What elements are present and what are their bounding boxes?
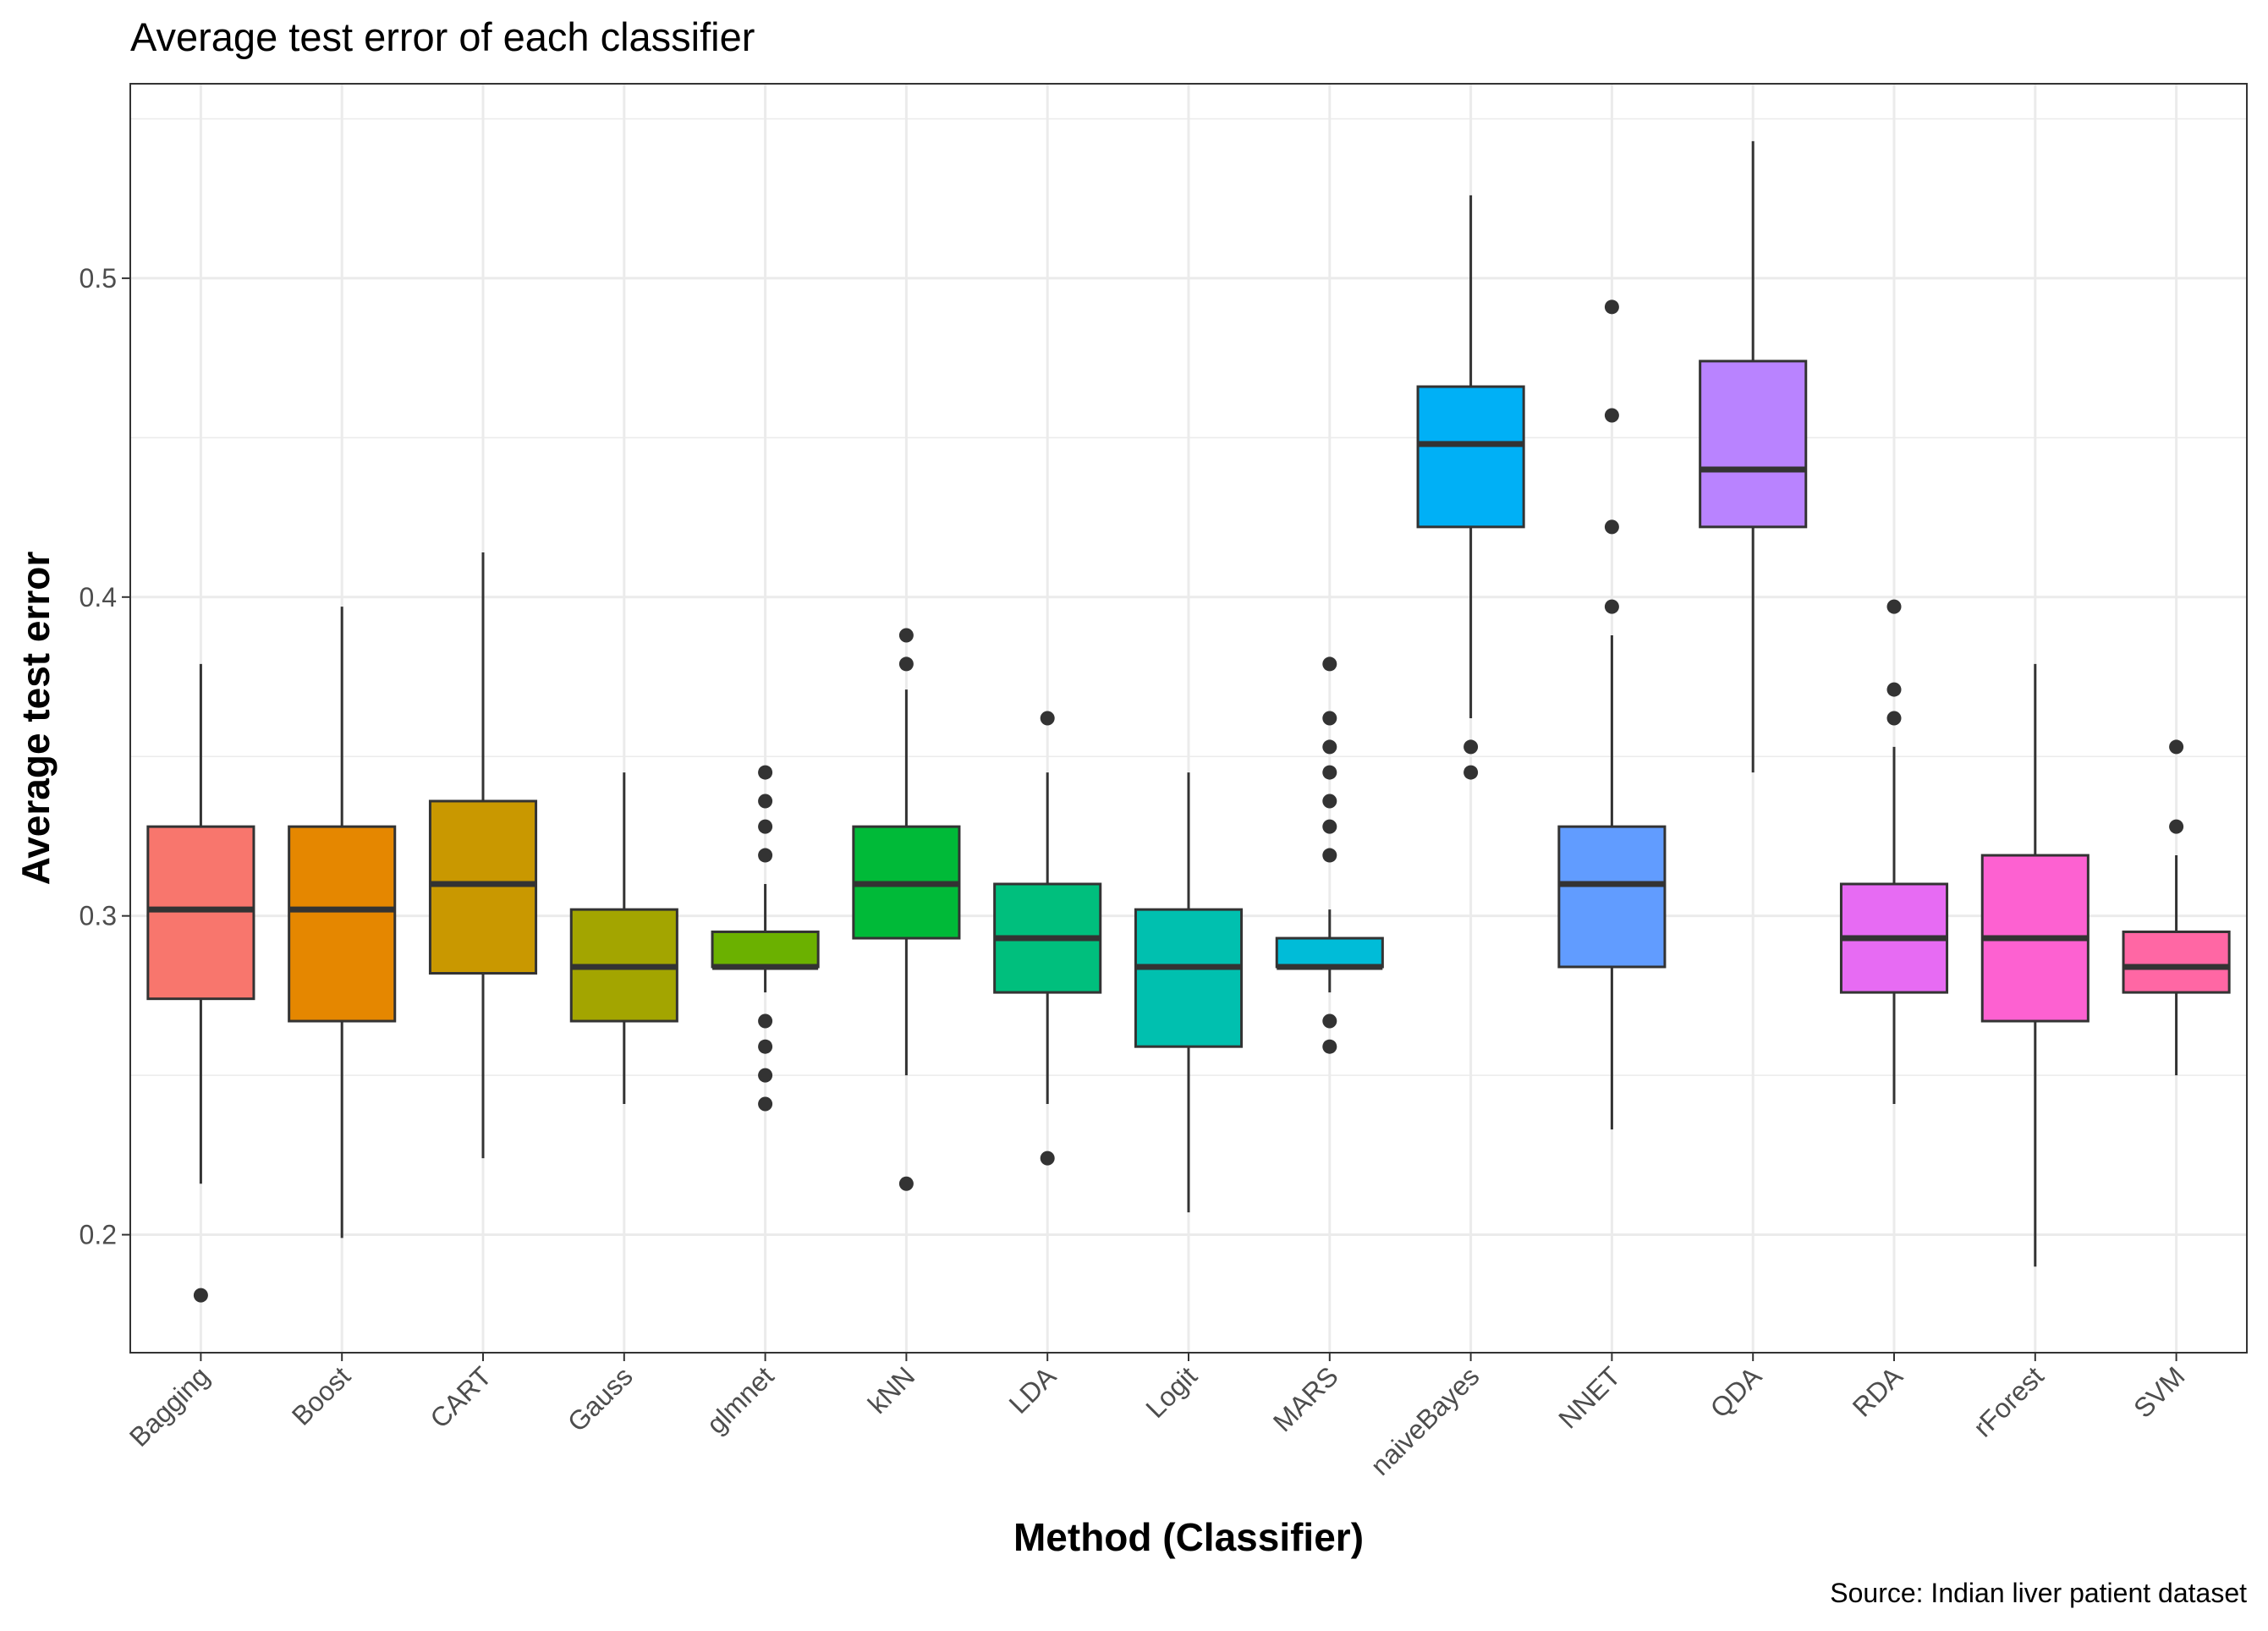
box-RDA bbox=[1839, 599, 1949, 1105]
x-tick-label: NNET bbox=[1552, 1360, 1626, 1434]
box-iqr bbox=[146, 825, 255, 1001]
x-axis-title: Method (Classifier) bbox=[1013, 1515, 1364, 1559]
outlier-point bbox=[1886, 682, 1902, 697]
box-Gauss bbox=[569, 772, 678, 1105]
outlier-point bbox=[1604, 299, 1619, 315]
outlier-point bbox=[898, 656, 914, 672]
box-Bagging bbox=[146, 663, 255, 1303]
box-LDA bbox=[993, 711, 1102, 1166]
x-tick-label: Boost bbox=[286, 1360, 356, 1431]
outlier-point bbox=[1463, 739, 1479, 755]
x-tick-label: naiveBayes bbox=[1365, 1360, 1485, 1480]
outlier-point bbox=[1886, 599, 1902, 614]
outlier-point bbox=[1463, 765, 1479, 780]
chart-caption: Source: Indian liver patient dataset bbox=[1830, 1578, 2247, 1608]
box-iqr bbox=[288, 825, 397, 1023]
x-tick-label: CART bbox=[424, 1360, 497, 1434]
x-tick-label: Gauss bbox=[562, 1360, 639, 1437]
box-iqr bbox=[711, 931, 820, 969]
box-QDA bbox=[1699, 140, 1808, 773]
box-rForest bbox=[1980, 663, 2090, 1267]
box-iqr bbox=[428, 799, 538, 975]
box-SVM bbox=[2122, 739, 2231, 1076]
y-tick-label: 0.2 bbox=[80, 1220, 117, 1250]
outlier-point bbox=[193, 1288, 208, 1303]
x-tick-label: Bagging bbox=[124, 1360, 215, 1452]
outlier-point bbox=[758, 819, 773, 834]
outlier-point bbox=[1040, 711, 1055, 726]
box-naiveBayes bbox=[1416, 195, 1525, 780]
x-tick-label: QDA bbox=[1705, 1360, 1768, 1424]
outlier-point bbox=[898, 1176, 914, 1191]
outlier-point bbox=[2169, 819, 2184, 834]
outlier-point bbox=[1322, 848, 1337, 863]
x-tick-label: rForest bbox=[1968, 1360, 2050, 1442]
outlier-point bbox=[758, 1068, 773, 1083]
outlier-point bbox=[758, 794, 773, 809]
box-iqr bbox=[2122, 931, 2231, 994]
outlier-point bbox=[1322, 765, 1337, 780]
box-iqr bbox=[1699, 360, 1808, 529]
outlier-point bbox=[2169, 739, 2184, 755]
y-tick-label: 0.5 bbox=[80, 263, 117, 294]
outlier-point bbox=[1604, 519, 1619, 535]
box-Boost bbox=[288, 607, 397, 1238]
outlier-point bbox=[758, 1013, 773, 1029]
box-iqr bbox=[1275, 936, 1384, 969]
outlier-point bbox=[1322, 656, 1337, 672]
box-CART bbox=[428, 552, 538, 1159]
y-tick-label: 0.4 bbox=[80, 582, 117, 612]
x-axis: Bagging Boost CART Gauss glmnet kNN LDA Logit MA… bbox=[124, 1353, 2191, 1481]
outlier-point bbox=[758, 765, 773, 780]
y-axis: 0.2 0.3 0.4 0.5 bbox=[80, 263, 130, 1250]
box-kNN bbox=[852, 628, 961, 1191]
x-tick-label: RDA bbox=[1847, 1360, 1909, 1423]
outlier-point bbox=[1604, 408, 1619, 423]
x-tick-label: MARS bbox=[1267, 1360, 1344, 1437]
outlier-point bbox=[758, 1039, 773, 1054]
outlier-point bbox=[758, 1096, 773, 1112]
outlier-point bbox=[1604, 599, 1619, 614]
x-tick-label: LDA bbox=[1003, 1360, 1063, 1420]
box-Logit bbox=[1134, 772, 1244, 1213]
box-NNET bbox=[1557, 299, 1667, 1130]
y-tick-label: 0.3 bbox=[80, 901, 117, 931]
box-iqr bbox=[1416, 385, 1525, 529]
x-tick-label: glmnet bbox=[700, 1360, 779, 1439]
box-MARS bbox=[1275, 656, 1384, 1054]
outlier-point bbox=[898, 628, 914, 643]
outlier-point bbox=[1040, 1150, 1055, 1166]
box-iqr bbox=[1557, 825, 1667, 969]
outlier-point bbox=[1322, 711, 1337, 726]
outlier-point bbox=[1322, 739, 1337, 755]
outlier-point bbox=[1322, 1013, 1337, 1029]
outlier-point bbox=[758, 848, 773, 863]
x-tick-label: Logit bbox=[1139, 1360, 1203, 1424]
x-tick-label: SVM bbox=[2128, 1360, 2190, 1423]
y-axis-title: Average test error bbox=[14, 552, 58, 886]
outlier-point bbox=[1322, 819, 1337, 834]
x-tick-label: kNN bbox=[862, 1360, 920, 1419]
chart-title: Average test error of each classifier bbox=[130, 14, 755, 59]
outlier-point bbox=[1886, 711, 1902, 726]
outlier-point bbox=[1322, 794, 1337, 809]
box-glmnet bbox=[711, 765, 820, 1112]
box-iqr bbox=[1134, 908, 1244, 1048]
box-series bbox=[146, 140, 2231, 1303]
outlier-point bbox=[1322, 1039, 1337, 1054]
